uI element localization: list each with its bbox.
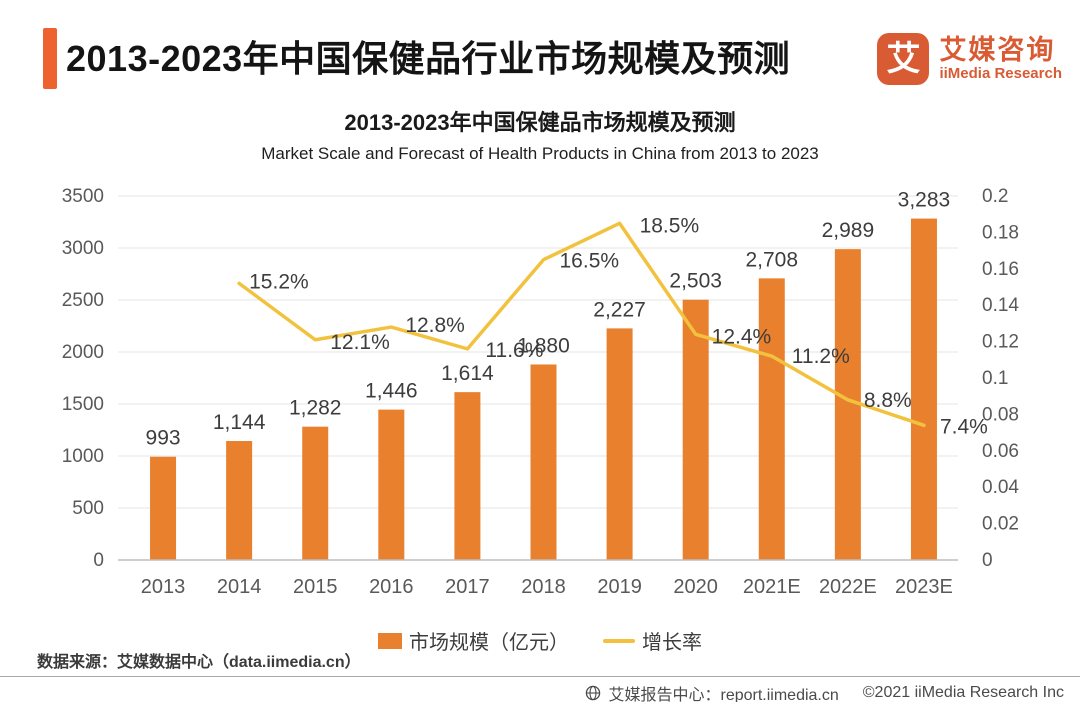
- bar-value-label: 1,144: [213, 411, 266, 434]
- bar-value-label: 993: [146, 427, 181, 450]
- right-axis-tick: 0.02: [982, 514, 1019, 535]
- x-axis-label-2022E: 2022E: [819, 576, 877, 598]
- right-axis-tick: 0.2: [982, 186, 1008, 207]
- bar-2015: [302, 426, 329, 560]
- data-source-note: 数据来源：艾媒数据中心（data.iimedia.cn）: [37, 654, 361, 671]
- page-title: 2013-2023年中国保健品行业市场规模及预测: [66, 38, 791, 79]
- x-axis-label-2023E: 2023E: [895, 576, 953, 598]
- bar-value-label: 2,227: [593, 298, 646, 321]
- growth-rate-label: 16.5%: [560, 250, 620, 273]
- footer-divider: [0, 676, 1080, 677]
- growth-rate-label: 12.4%: [712, 325, 772, 348]
- left-axis-tick: 2000: [62, 342, 104, 363]
- legend-label-market-scale: 市场规模（亿元）: [409, 632, 569, 654]
- x-axis-label-2014: 2014: [217, 576, 262, 598]
- title-accent-bar: [43, 28, 57, 89]
- bar-value-label: 2,989: [822, 219, 875, 242]
- right-axis-tick: 0.1: [982, 368, 1008, 389]
- bar-2017: [454, 392, 481, 560]
- iimedia-logo: 艾 艾媒咨询 iiMedia Research: [877, 33, 1062, 85]
- left-axis-tick: 0: [93, 550, 104, 571]
- footer-copyright: ©2021 iiMedia Research Inc: [862, 684, 1064, 701]
- legend-item-growth-rate: 增长率: [603, 626, 702, 655]
- bar-2013: [150, 456, 177, 560]
- bar-2023E: [910, 218, 937, 560]
- footer: 艾媒报告中心：report.iimedia.cn ©2021 iiMedia R…: [585, 681, 1064, 702]
- right-axis-tick: 0.08: [982, 404, 1019, 425]
- growth-rate-label: 12.1%: [330, 331, 390, 354]
- growth-rate-label: 8.8%: [864, 389, 912, 412]
- chart-title: 2013-2023年中国保健品市场规模及预测: [344, 110, 736, 135]
- bar-value-label: 1,446: [365, 380, 418, 403]
- x-axis-label-2021E: 2021E: [743, 576, 801, 598]
- bar-2020: [682, 299, 709, 560]
- x-axis-label-2019: 2019: [597, 576, 642, 598]
- x-axis-label-2020: 2020: [673, 576, 718, 598]
- x-axis-label-2018: 2018: [521, 576, 566, 598]
- bar-value-label: 2,708: [745, 248, 798, 271]
- legend-label-growth-rate: 增长率: [642, 632, 702, 654]
- logo-text-block: 艾媒咨询 iiMedia Research: [939, 36, 1062, 82]
- bar-value-label: 2,503: [669, 270, 722, 293]
- right-axis-tick: 0: [982, 550, 993, 571]
- chart-subtitle: Market Scale and Forecast of Health Prod…: [261, 144, 819, 163]
- x-axis-label-2017: 2017: [445, 576, 490, 598]
- left-axis-tick: 1500: [62, 394, 104, 415]
- bar-value-label: 1,880: [517, 334, 570, 357]
- bar-value-label: 1,282: [289, 397, 342, 420]
- footer-report-center: 艾媒报告中心：report.iimedia.cn: [608, 687, 839, 702]
- globe-icon: [586, 685, 601, 701]
- bar-2019: [606, 328, 633, 560]
- logo-name-en: iiMedia Research: [939, 65, 1062, 83]
- bar-2021E: [758, 278, 785, 560]
- growth-rate-label: 12.8%: [405, 314, 465, 337]
- left-axis-tick: 2500: [62, 290, 104, 311]
- left-axis-tick: 500: [72, 498, 104, 519]
- left-axis-tick: 3500: [62, 186, 104, 207]
- legend-item-market-scale: 市场规模（亿元）: [378, 626, 569, 655]
- chart-legend: 市场规模（亿元） 增长率: [0, 626, 1080, 655]
- left-axis-tick: 1000: [62, 446, 104, 467]
- bar-2018: [530, 364, 557, 560]
- growth-rate-label: 7.4%: [940, 415, 988, 438]
- bar-2014: [226, 441, 253, 560]
- bar-2016: [378, 409, 405, 560]
- x-axis-label-2015: 2015: [293, 576, 338, 598]
- logo-name-cn: 艾媒咨询: [939, 34, 1056, 65]
- bar-value-label: 3,283: [898, 189, 951, 212]
- line-series-swatch-icon: [603, 638, 635, 643]
- growth-rate-label: 11.6%: [485, 339, 543, 362]
- growth-rate-label: 18.5%: [640, 214, 700, 237]
- iimedia-logo-icon: 艾: [877, 33, 930, 85]
- right-axis-tick: 0.16: [982, 259, 1019, 280]
- growth-rate-label: 11.2%: [792, 345, 850, 368]
- right-axis-tick: 0.18: [982, 222, 1019, 243]
- bar-value-label: 1,614: [441, 362, 494, 385]
- growth-rate-line: [237, 221, 926, 428]
- x-axis-label-2013: 2013: [141, 576, 186, 598]
- right-axis-tick: 0.14: [982, 295, 1019, 316]
- growth-rate-label: 15.2%: [249, 270, 309, 293]
- right-axis-tick: 0.04: [982, 477, 1019, 498]
- left-axis-tick: 3000: [62, 238, 104, 259]
- right-axis-tick: 0.12: [982, 332, 1019, 353]
- x-axis-label-2016: 2016: [369, 576, 414, 598]
- bar-series-swatch-icon: [378, 632, 402, 649]
- right-axis-tick: 0.06: [982, 441, 1019, 462]
